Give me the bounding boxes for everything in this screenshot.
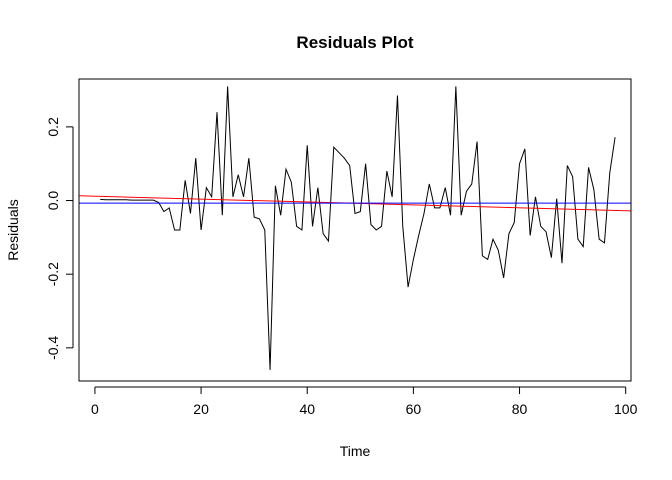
plot-area: 0 20 40 60 80 100 -0.4 -0.2 0.0 0.2: [45, 86, 638, 417]
x-tick-label-40: 40: [299, 401, 315, 417]
y-tick-label-2: 0.0: [45, 191, 61, 211]
chart-title: Residuals Plot: [296, 33, 413, 52]
x-axis-label: Time: [340, 443, 371, 459]
x-tick-label-0: 0: [91, 401, 99, 417]
x-tick-label-100: 100: [614, 401, 638, 417]
y-tick-label-3: 0.2: [45, 117, 61, 137]
series-residuals: [100, 86, 616, 370]
y-axis-label: Residuals: [5, 199, 21, 260]
y-tick-label-1: -0.2: [45, 262, 61, 286]
x-tick-label-20: 20: [193, 401, 209, 417]
y-tick-label-0: -0.4: [45, 336, 61, 360]
x-tick-label-80: 80: [512, 401, 528, 417]
x-tick-label-60: 60: [406, 401, 422, 417]
plot-frame: [78, 78, 632, 382]
